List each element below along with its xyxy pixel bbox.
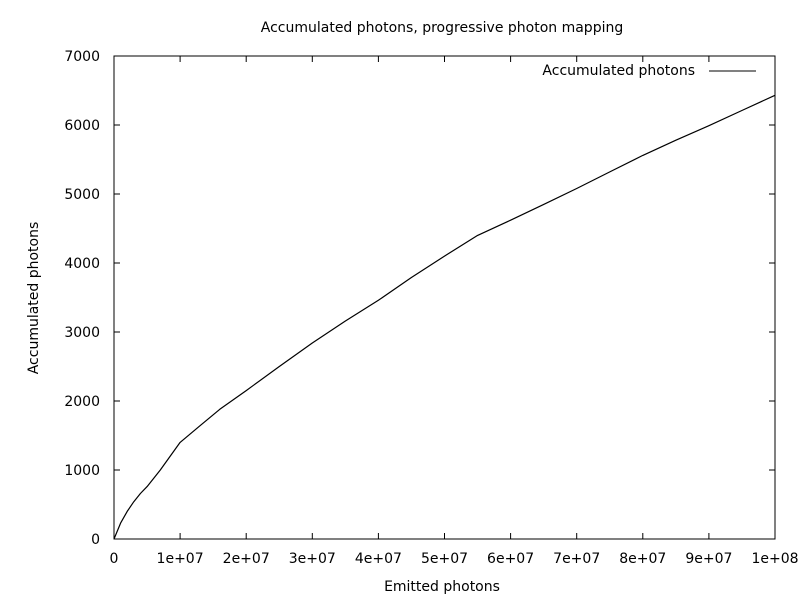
- x-tick-label: 5e+07: [421, 551, 468, 567]
- x-tick-label: 7e+07: [553, 551, 600, 567]
- y-tick-label: 4000: [64, 256, 100, 272]
- x-axis-label: Emitted photons: [384, 579, 500, 595]
- legend: Accumulated photons: [542, 63, 756, 79]
- x-tick-label: 8e+07: [619, 551, 666, 567]
- x-axis-ticks: 0 1e+07 2e+07 3e+07 4e+07 5e+07 6e+07 7e+07 8e+0…: [110, 56, 799, 567]
- y-tick-label: 0: [91, 532, 100, 548]
- y-axis-ticks: 0 1000 2000 3000 4000 5000 6000 7000: [64, 49, 775, 548]
- x-tick-label: 4e+07: [355, 551, 402, 567]
- y-tick-label: 2000: [64, 394, 100, 410]
- y-tick-label: 5000: [64, 187, 100, 203]
- series-line: [113, 94, 776, 540]
- legend-label: Accumulated photons: [542, 63, 695, 79]
- x-tick-label: 0: [110, 551, 119, 567]
- y-tick-label: 3000: [64, 325, 100, 341]
- x-tick-label: 2e+07: [223, 551, 270, 567]
- y-tick-label: 1000: [64, 463, 100, 479]
- x-tick-label: 1e+07: [157, 551, 204, 567]
- y-tick-label: 7000: [64, 49, 100, 65]
- series-layer: [113, 94, 776, 540]
- plot-frame: [113, 55, 776, 540]
- x-tick-label: 3e+07: [289, 551, 336, 567]
- y-tick-label: 6000: [64, 118, 100, 134]
- y-axis-label: Accumulated photons: [26, 222, 42, 375]
- chart-title: Accumulated photons, progressive photon …: [261, 20, 623, 36]
- x-tick-label: 9e+07: [685, 551, 732, 567]
- x-tick-label: 6e+07: [487, 551, 534, 567]
- x-tick-label: 1e+08: [751, 551, 798, 567]
